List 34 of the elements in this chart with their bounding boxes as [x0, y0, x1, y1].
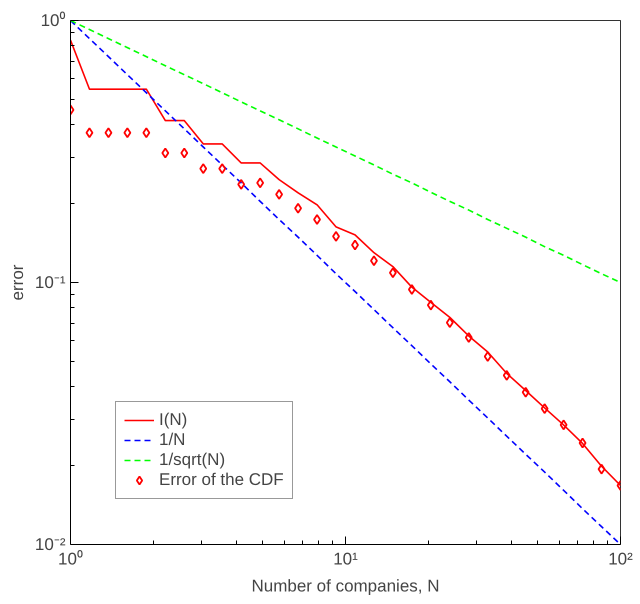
point: [256, 177, 264, 188]
y-axis-title: error: [8, 264, 27, 300]
point: [199, 163, 208, 174]
point: [218, 163, 226, 174]
point: [142, 127, 150, 138]
y-tick-label: 10⁰: [40, 11, 66, 30]
point: [237, 178, 246, 190]
x-tick-label: 10¹: [333, 550, 358, 568]
point: [598, 464, 606, 474]
x-axis-title: Number of companies, N: [251, 576, 440, 596]
point: [275, 188, 284, 200]
point: [313, 214, 321, 225]
point: [578, 438, 586, 448]
point: [502, 370, 511, 381]
x-tick-label: 10²: [608, 550, 634, 568]
point: [522, 386, 530, 398]
point: [484, 351, 492, 362]
point: [351, 240, 359, 250]
point: [180, 148, 188, 158]
point: [446, 317, 454, 328]
y-tick-label: 10⁻¹: [34, 273, 66, 292]
point: [560, 420, 568, 430]
point: [161, 148, 170, 158]
point: [540, 403, 549, 414]
legend-label: I(N): [159, 410, 188, 430]
line-series: [70, 20, 620, 284]
point: [408, 284, 416, 295]
legend-label: 1/sqrt(N): [159, 450, 226, 470]
legend-label: Error of the CDF: [159, 470, 284, 490]
point: [426, 300, 435, 310]
legend-label: 1/N: [159, 430, 186, 450]
point: [464, 332, 473, 343]
point: [123, 127, 132, 138]
point: [388, 267, 397, 278]
